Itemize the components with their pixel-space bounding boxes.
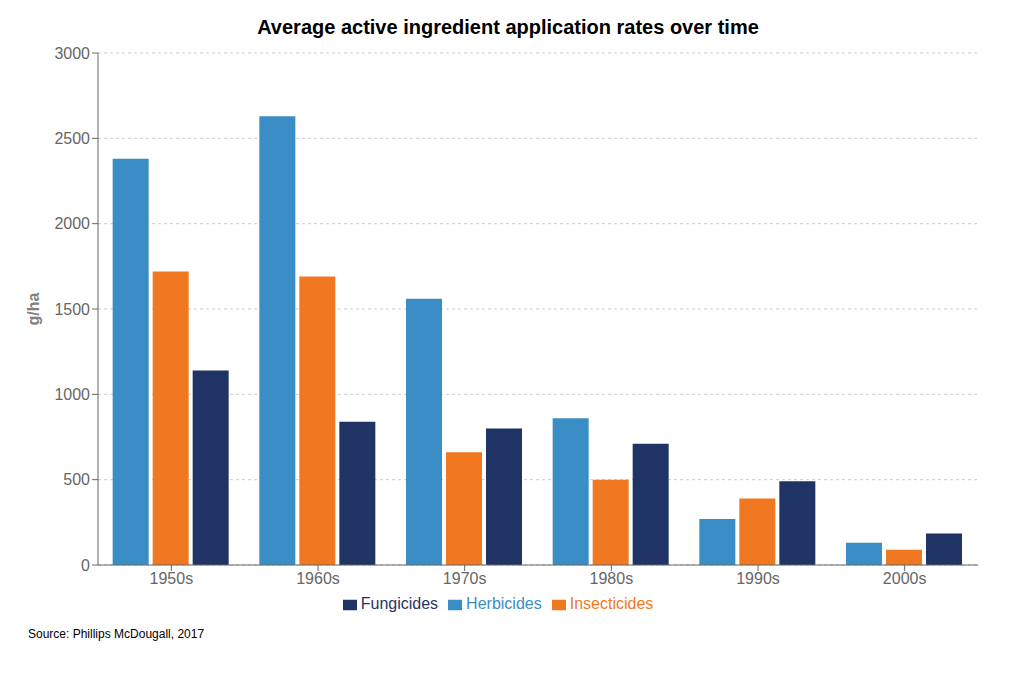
svg-text:1950s: 1950s [150, 570, 194, 587]
svg-text:1980s: 1980s [590, 570, 634, 587]
html-text:Herbicides: Herbicides [466, 595, 542, 612]
svg-text:2000s: 2000s [883, 570, 927, 587]
html-text:Fungicides: Fungicides [360, 595, 439, 612]
svg-text:1960s: 1960s [296, 570, 340, 587]
svg-text:2500: 2500 [54, 130, 90, 147]
svg-text:3000: 3000 [54, 45, 90, 62]
svg-text:1000: 1000 [54, 386, 90, 403]
svg-text:1990s: 1990s [736, 570, 780, 587]
html-text:Insecticides: Insecticides [569, 595, 654, 612]
svg-text:1970s: 1970s [443, 570, 487, 587]
svg-text:0: 0 [81, 557, 90, 574]
svg-text:g/ha: g/ha [25, 292, 42, 325]
html-text:Average active ingredient appl: Average active ingredient application ra… [257, 16, 759, 38]
svg-text:1500: 1500 [54, 301, 90, 318]
svg-text:2000: 2000 [54, 215, 90, 232]
svg-text:500: 500 [63, 471, 90, 488]
html-text:Source: Phillips McDougall, 20: Source: Phillips McDougall, 2017 [28, 627, 205, 641]
